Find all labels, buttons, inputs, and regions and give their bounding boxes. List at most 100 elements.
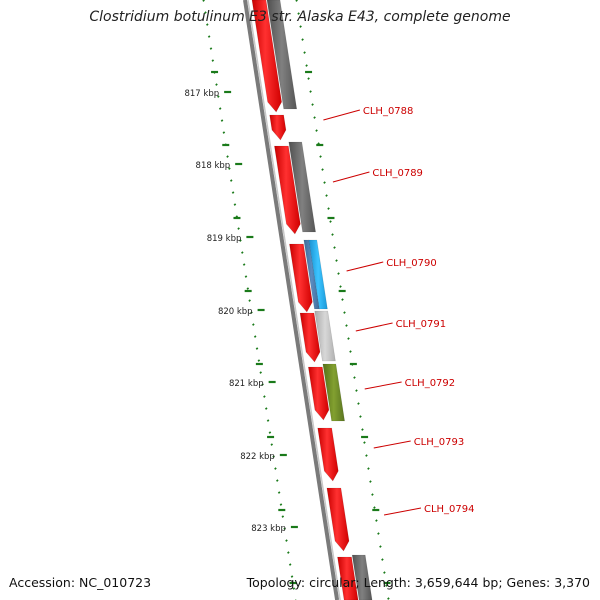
- ruler-dot: [250, 311, 253, 314]
- ruler-dot: [303, 51, 306, 54]
- ruler-dot: [275, 479, 279, 482]
- ruler-dot: [379, 545, 382, 548]
- gene-label[interactable]: CLH_0792: [405, 378, 456, 389]
- gene-label[interactable]: CLH_0789: [372, 168, 423, 179]
- ruler-dot: [297, 12, 300, 15]
- gene-forward-1[interactable]: [251, 0, 282, 113]
- ruler-tick-label: 820 kbp: [218, 307, 253, 317]
- ruler-dot: [228, 167, 231, 170]
- gene-label[interactable]: CLH_0794: [424, 504, 475, 515]
- ruler-dot: [377, 532, 380, 535]
- ruler-dot: [231, 191, 235, 194]
- ruler-dot: [355, 389, 358, 392]
- ruler-dot: [301, 38, 304, 41]
- ruler-dot: [327, 207, 330, 210]
- ruler-dot: [349, 350, 352, 353]
- gene-forward-3[interactable]: [274, 145, 301, 235]
- ruler-dot: [319, 155, 322, 158]
- ruler-dot: [311, 103, 314, 106]
- ruler-dot: [253, 335, 257, 338]
- ruler-dot: [239, 239, 242, 242]
- ruler-dot: [367, 467, 370, 470]
- gene-label[interactable]: CLH_0790: [386, 258, 437, 269]
- ruler-dot: [217, 95, 220, 98]
- ruler-dot: [307, 77, 310, 80]
- ruler-dot: [257, 359, 261, 362]
- genome-summary-text: Topology: circular; Length: 3,659,644 bp…: [246, 575, 590, 590]
- ruler-dot: [205, 23, 209, 26]
- ruler-dot: [248, 299, 251, 302]
- gene-forward-8[interactable]: [326, 487, 350, 552]
- gene-track2-2[interactable]: [288, 141, 316, 233]
- ruler-dot: [255, 347, 259, 350]
- ruler-tick-label: 823 kbp: [251, 524, 286, 534]
- ruler-dot: [383, 571, 386, 574]
- gene-label-leader: [332, 171, 370, 183]
- ruler-dot: [387, 597, 390, 600]
- ruler-dot: [277, 491, 281, 494]
- ruler-dot: [373, 506, 376, 509]
- ruler-dot: [229, 179, 233, 182]
- ruler-dot: [347, 337, 350, 340]
- ruler-dot: [270, 443, 274, 446]
- ruler-dot: [371, 493, 374, 496]
- ruler-dot: [211, 59, 215, 62]
- ruler-dot: [259, 371, 263, 374]
- gene-label[interactable]: CLH_0788: [363, 106, 414, 117]
- ruler-dot: [246, 287, 250, 290]
- gene-label-leader: [383, 507, 422, 516]
- ruler-tick-label: 819 kbp: [207, 234, 242, 244]
- ruler-dot: [309, 90, 312, 93]
- ruler-dot: [335, 259, 338, 262]
- ruler-dot: [292, 587, 296, 590]
- ruler-dot: [339, 285, 342, 288]
- ruler-dot: [240, 251, 244, 254]
- gene-track2-4[interactable]: [314, 310, 336, 362]
- ruler-dot: [272, 455, 275, 458]
- ruler-dot: [375, 519, 378, 522]
- ruler-dot: [357, 402, 360, 405]
- ruler-dot: [209, 47, 213, 50]
- gene-label-leader: [346, 261, 384, 272]
- gene-forward-2[interactable]: [269, 114, 287, 141]
- gene-forward-6[interactable]: [307, 366, 330, 421]
- gene-track2-5[interactable]: [322, 363, 345, 422]
- ruler-dot: [290, 575, 294, 578]
- ruler-dot: [226, 155, 229, 158]
- ruler-dot: [337, 272, 340, 275]
- gene-label[interactable]: CLH_0793: [414, 437, 465, 448]
- ruler-dot: [233, 203, 237, 206]
- gene-forward-5[interactable]: [299, 312, 321, 363]
- gene-label-leader: [364, 381, 402, 390]
- ruler-dot: [325, 194, 328, 197]
- ruler-dot: [329, 220, 332, 223]
- ruler-dot: [381, 558, 384, 561]
- ruler-dot: [252, 323, 255, 326]
- ruler-dot: [321, 168, 324, 171]
- gene-forward-7[interactable]: [317, 427, 339, 482]
- genome-backbone-highlight: [247, 0, 341, 600]
- ruler-dot: [220, 119, 224, 122]
- gene-label-leader: [355, 322, 393, 332]
- ruler-dot: [263, 395, 266, 398]
- ruler-dot: [341, 298, 344, 301]
- ruler-dot: [215, 83, 218, 86]
- ruler-tick-label: 822 kbp: [240, 452, 275, 462]
- ruler-dot: [237, 227, 240, 230]
- ruler-tick-label: 821 kbp: [229, 379, 264, 389]
- ruler-dot: [323, 181, 326, 184]
- ruler-dot: [288, 563, 292, 566]
- gene-label[interactable]: CLH_0791: [396, 319, 447, 330]
- accession-text: Accession: NC_010723: [9, 575, 152, 590]
- ruler-dot: [283, 527, 286, 530]
- ruler-dot: [207, 35, 211, 38]
- gene-track2-3b[interactable]: [308, 239, 328, 310]
- gene-forward-4[interactable]: [289, 243, 313, 313]
- ruler-dot: [385, 584, 388, 587]
- gene-track2-6[interactable]: [351, 554, 373, 600]
- page-title: Clostridium botulinum E3 str. Alaska E43…: [89, 9, 511, 25]
- ruler-dot: [313, 116, 316, 119]
- gene-track2-1[interactable]: [266, 0, 298, 110]
- gene-forward-9[interactable]: [337, 556, 359, 600]
